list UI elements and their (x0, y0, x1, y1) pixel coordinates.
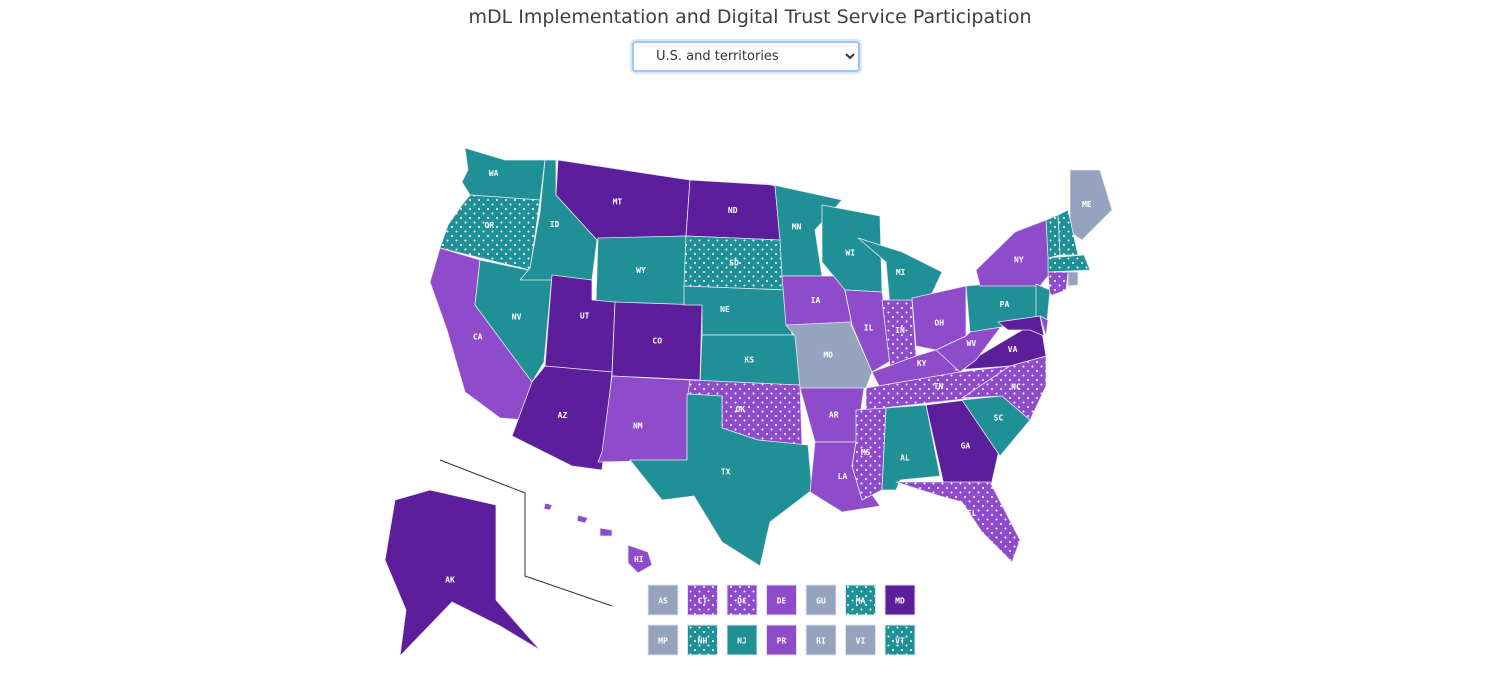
area-box-shape[interactable] (845, 584, 876, 616)
state-wa[interactable]: WA (461, 147, 546, 201)
state-nm[interactable]: NM (597, 375, 691, 463)
state-shape[interactable] (975, 219, 1057, 287)
state-shape[interactable] (1039, 315, 1049, 337)
area-box-ma[interactable]: MA (845, 584, 876, 616)
state-vt[interactable] (1045, 214, 1061, 259)
state-ar[interactable]: AR (799, 387, 865, 443)
area-box-gu[interactable]: GU (805, 584, 837, 616)
state-ny[interactable]: NY (975, 219, 1057, 287)
state-shape[interactable] (439, 194, 541, 271)
area-box-shape[interactable] (647, 584, 679, 616)
state-shape[interactable] (543, 502, 553, 511)
state-shape[interactable] (1047, 254, 1091, 273)
area-box-shape[interactable] (805, 624, 837, 656)
state-nh[interactable] (1057, 209, 1079, 256)
area-box-shape[interactable] (884, 584, 916, 616)
state-ct[interactable] (1047, 271, 1069, 297)
area-box-shape[interactable] (805, 584, 837, 616)
area-box-ri[interactable]: RI (805, 624, 837, 656)
page-title: mDL Implementation and Digital Trust Ser… (468, 6, 1032, 28)
area-box-shape[interactable] (766, 624, 797, 656)
state-shape[interactable] (683, 235, 787, 291)
area-box-nj[interactable]: NJ (726, 624, 758, 656)
state-ma[interactable] (1047, 254, 1091, 273)
state-shape[interactable] (599, 527, 613, 537)
state-shape[interactable] (1057, 209, 1079, 256)
area-box-md[interactable]: MD (884, 584, 916, 616)
area-box-pr[interactable]: PR (766, 624, 797, 656)
state-shape[interactable] (1067, 271, 1079, 287)
state-shape[interactable] (576, 514, 589, 524)
state-fl[interactable]: FL (895, 481, 1021, 563)
state-md[interactable] (997, 315, 1045, 337)
state-ks[interactable]: KS (699, 334, 801, 386)
area-box-shape[interactable] (766, 584, 797, 616)
area-box-shape[interactable] (884, 624, 916, 656)
state-shape[interactable] (1045, 214, 1061, 259)
area-box-de[interactable]: DE (766, 584, 797, 616)
area-box-shape[interactable] (647, 624, 679, 656)
area-box-shape[interactable] (726, 584, 758, 616)
state-shape[interactable] (844, 289, 893, 373)
state-me[interactable]: ME (1069, 169, 1113, 241)
state-shape[interactable] (895, 481, 1021, 563)
state-shape[interactable] (629, 393, 813, 567)
state-shape[interactable] (997, 315, 1045, 337)
states-layer: WAORCANVIDMTWYUTCOAZNMNDSDNEKSOKTXMNIAMO… (384, 147, 1113, 657)
state-ak[interactable]: AK (384, 489, 541, 657)
area-box-dc[interactable]: DC (726, 584, 758, 616)
state-co[interactable]: CO (611, 301, 703, 381)
state-shape[interactable] (685, 179, 781, 241)
area-box-as[interactable]: AS (647, 584, 679, 616)
state-de[interactable] (1039, 315, 1049, 337)
state-hi[interactable]: HI (543, 502, 653, 574)
state-sd[interactable]: SD (683, 235, 787, 291)
inset-divider-line (439, 459, 613, 607)
state-shape[interactable] (627, 544, 653, 574)
state-wy[interactable]: WY (595, 235, 687, 306)
small-area-boxes: AS CT DC DE GU MA MD MP NH NJ PR RI VI VT (647, 584, 916, 656)
area-box-vi[interactable]: VI (845, 624, 876, 656)
state-shape[interactable] (511, 365, 613, 471)
state-shape[interactable] (1069, 169, 1113, 241)
state-shape[interactable] (1047, 271, 1069, 297)
state-shape[interactable] (799, 387, 865, 443)
area-box-nh[interactable]: NH (687, 624, 718, 656)
state-shape[interactable] (699, 334, 801, 386)
area-box-shape[interactable] (687, 624, 718, 656)
area-box-mp[interactable]: MP (647, 624, 679, 656)
state-shape[interactable] (595, 235, 687, 306)
area-box-shape[interactable] (845, 624, 876, 656)
area-box-shape[interactable] (726, 624, 758, 656)
state-shape[interactable] (597, 375, 691, 463)
area-box-ct[interactable]: CT (687, 584, 718, 616)
state-nd[interactable]: ND (685, 179, 781, 241)
state-shape[interactable] (384, 489, 541, 657)
state-ri[interactable] (1067, 271, 1079, 287)
state-shape[interactable] (611, 301, 703, 381)
state-shape[interactable] (461, 147, 546, 201)
region-select[interactable]: U.S. and territories (632, 41, 860, 72)
area-box-vt[interactable]: VT (884, 624, 916, 656)
area-box-shape[interactable] (687, 584, 718, 616)
